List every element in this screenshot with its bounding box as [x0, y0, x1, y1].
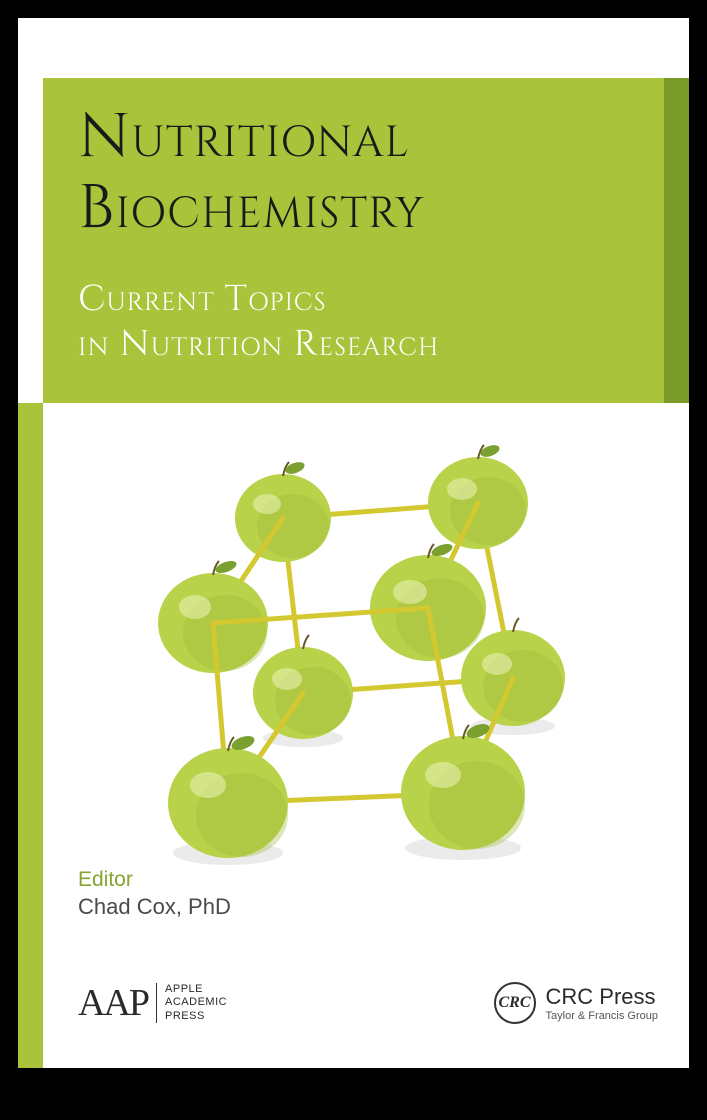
apple-front-top-right — [370, 542, 486, 661]
apple-back-bot-left — [253, 635, 353, 739]
apple-back-top-right — [428, 443, 528, 549]
editor-block: Editor Chad Cox, PhD — [78, 868, 231, 920]
apple-front-bot-right — [401, 721, 525, 850]
title-line-2: Biochemistry — [78, 177, 648, 242]
aap-logo: AAP APPLE ACADEMIC PRESS — [78, 981, 227, 1025]
title-line-1: Nutritional — [78, 106, 648, 171]
apple-front-top-left — [158, 559, 268, 673]
crc-logo-text: CRC Press Taylor & Francis Group — [546, 984, 658, 1022]
title-panel: Nutritional Biochemistry Current Topics … — [18, 78, 689, 403]
apple-back-top-left — [235, 460, 331, 562]
crc-logo: CRC CRC Press Taylor & Francis Group — [494, 982, 658, 1024]
editor-name: Chad Cox, PhD — [78, 894, 231, 920]
publisher-row: AAP APPLE ACADEMIC PRESS CRC CRC Press T… — [78, 973, 658, 1033]
aap-name-line2: ACADEMIC — [165, 996, 227, 1009]
book-cover: Nutritional Biochemistry Current Topics … — [18, 18, 689, 1068]
aap-logo-mark: AAP — [78, 981, 148, 1025]
aap-logo-text: APPLE ACADEMIC PRESS — [156, 983, 227, 1023]
apple-front-bot-left — [168, 733, 288, 858]
title-text-block: Nutritional Biochemistry — [78, 106, 648, 242]
aap-name-line1: APPLE — [165, 983, 227, 996]
crc-tagline: Taylor & Francis Group — [546, 1010, 658, 1022]
crc-logo-mark: CRC — [494, 982, 536, 1024]
apple-cube-icon — [108, 428, 618, 868]
subtitle-text-block: Current Topics in Nutrition Research — [78, 278, 648, 368]
subtitle-line-2: in Nutrition Research — [78, 323, 648, 368]
title-panel-right-strip — [664, 78, 689, 403]
left-accent-bar — [18, 403, 43, 1068]
crc-name: CRC Press — [546, 984, 658, 1010]
subtitle-line-1: Current Topics — [78, 278, 648, 323]
aap-name-line3: PRESS — [165, 1010, 227, 1023]
cover-illustration — [108, 428, 618, 858]
editor-label: Editor — [78, 868, 231, 892]
